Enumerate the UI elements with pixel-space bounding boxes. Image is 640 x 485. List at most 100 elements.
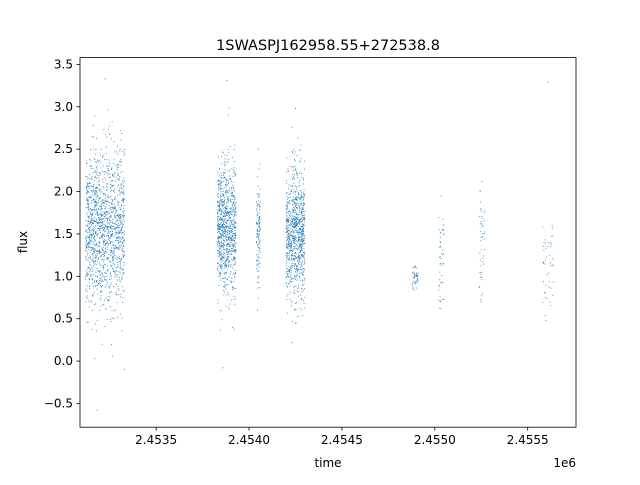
data-point xyxy=(221,230,223,232)
data-point xyxy=(106,203,108,205)
data-point xyxy=(288,224,290,226)
data-point xyxy=(544,242,547,244)
data-point xyxy=(286,262,288,264)
data-point xyxy=(256,259,259,261)
data-point xyxy=(110,215,112,217)
data-point xyxy=(296,290,298,292)
data-point xyxy=(484,210,486,212)
data-point xyxy=(90,222,92,224)
data-point xyxy=(299,257,301,259)
data-point xyxy=(303,236,305,238)
data-point xyxy=(85,270,88,272)
data-point xyxy=(122,214,124,216)
data-point xyxy=(230,221,232,223)
data-point xyxy=(226,191,228,193)
data-point xyxy=(218,241,220,243)
data-point xyxy=(298,244,300,246)
data-point xyxy=(220,182,222,184)
data-point xyxy=(293,211,295,213)
data-point xyxy=(232,259,234,261)
data-point xyxy=(89,241,91,243)
data-point xyxy=(228,212,230,214)
data-point xyxy=(299,260,301,262)
data-point xyxy=(217,220,219,222)
data-point xyxy=(110,236,112,238)
data-point xyxy=(119,262,121,264)
data-point xyxy=(97,276,99,278)
data-point xyxy=(107,218,109,220)
data-point xyxy=(285,201,287,203)
data-point xyxy=(438,229,440,231)
data-point xyxy=(89,211,91,213)
data-point xyxy=(224,233,226,235)
data-point xyxy=(301,220,303,222)
data-point xyxy=(223,239,225,242)
data-point xyxy=(294,174,296,176)
data-point xyxy=(289,285,291,287)
data-point xyxy=(220,232,222,235)
data-point xyxy=(119,264,121,266)
data-point xyxy=(105,194,107,196)
data-point xyxy=(287,234,289,236)
data-point xyxy=(226,294,228,296)
data-point xyxy=(225,193,227,196)
data-point xyxy=(550,287,552,289)
data-point xyxy=(296,265,298,267)
data-point xyxy=(96,204,98,206)
data-point xyxy=(286,246,288,248)
data-point xyxy=(287,259,289,261)
data-point xyxy=(99,175,101,177)
data-point xyxy=(224,184,226,186)
data-point xyxy=(222,193,224,195)
data-point xyxy=(89,203,91,205)
data-point xyxy=(258,247,260,249)
data-point xyxy=(294,223,296,225)
data-point xyxy=(220,279,222,281)
data-point xyxy=(222,257,224,259)
data-point xyxy=(96,209,98,211)
data-point xyxy=(296,208,298,210)
data-point xyxy=(301,220,303,223)
data-point xyxy=(288,238,290,240)
data-point xyxy=(86,182,88,184)
data-point xyxy=(121,205,123,207)
data-point xyxy=(101,170,103,173)
data-point xyxy=(235,258,237,260)
data-point xyxy=(257,216,259,218)
data-point xyxy=(220,309,222,311)
data-point xyxy=(117,172,119,174)
data-point xyxy=(98,280,100,282)
data-point xyxy=(97,270,99,272)
data-point xyxy=(295,216,297,219)
data-point xyxy=(114,273,116,275)
data-point xyxy=(298,257,300,259)
data-point xyxy=(120,139,122,141)
data-point xyxy=(90,301,92,303)
data-point xyxy=(92,186,94,188)
data-point xyxy=(229,187,231,189)
data-point xyxy=(302,234,304,236)
data-point xyxy=(94,189,96,191)
data-point xyxy=(99,249,101,251)
data-point xyxy=(91,185,93,187)
data-point xyxy=(217,237,219,239)
data-point xyxy=(295,278,297,280)
data-point xyxy=(107,244,109,246)
data-point xyxy=(258,257,260,259)
data-point xyxy=(257,235,259,237)
data-point xyxy=(106,257,108,259)
data-point xyxy=(286,267,288,270)
data-point xyxy=(94,206,96,208)
data-point xyxy=(121,243,123,245)
data-point xyxy=(225,202,227,204)
data-point xyxy=(225,222,228,225)
data-point xyxy=(228,230,230,232)
data-point xyxy=(88,206,90,208)
data-point xyxy=(228,306,230,308)
data-point xyxy=(224,226,226,228)
data-point xyxy=(107,228,109,231)
data-point xyxy=(95,153,97,155)
data-point xyxy=(96,211,98,213)
data-point xyxy=(90,185,92,187)
data-point xyxy=(294,201,296,203)
